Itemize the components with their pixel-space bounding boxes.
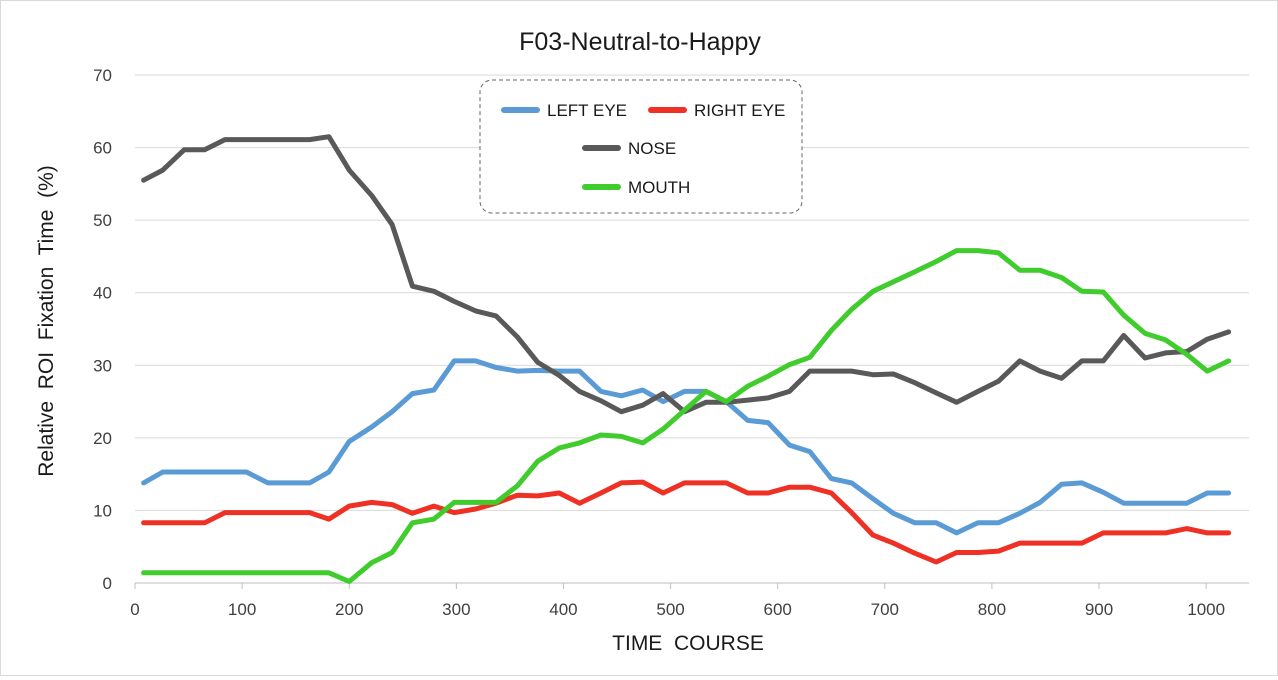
y-tick-label-6: 60 [93,139,112,158]
x-tick-label-7: 700 [871,600,899,619]
chart-title: F03-Neutral-to-Happy [519,28,761,56]
legend-label-right-eye: RIGHT EYE [694,101,785,120]
x-tick-label-3: 300 [442,600,470,619]
y-axis-label: Relative ROI Fixation Time (%) [35,165,58,477]
y-tick-label-0: 0 [103,574,112,593]
series-line-right-eye [141,479,1232,565]
series-lines [141,134,1232,584]
legend-label-left-eye: LEFT EYE [547,101,627,120]
x-tick-label-5: 500 [656,600,684,619]
x-tick-label-1: 100 [228,600,256,619]
series-line-mouth [141,248,1232,584]
y-tick-label-5: 50 [93,211,112,230]
x-tick-label-6: 600 [764,600,792,619]
legend-label-mouth: MOUTH [628,178,690,197]
legend-label-nose: NOSE [628,139,676,158]
legend: LEFT EYE RIGHT EYE NOSE MOUTH [479,79,803,214]
y-tick-label-7: 70 [93,66,112,85]
x-tick-label-10: 1000 [1187,600,1225,619]
y-tick-label-1: 10 [93,501,112,520]
y-tick-label-2: 20 [93,429,112,448]
x-tick-label-8: 800 [978,600,1006,619]
series-line-left-eye [141,358,1232,536]
x-tick-label-4: 400 [549,600,577,619]
x-tick-label-2: 200 [335,600,363,619]
y-tick-label-4: 40 [93,284,112,303]
x-tick-label-9: 900 [1085,600,1113,619]
x-tick-label-0: 0 [130,600,139,619]
y-tick-label-3: 30 [93,356,112,375]
legend-box [479,79,803,214]
x-axis-label: TIME COURSE [612,632,764,655]
